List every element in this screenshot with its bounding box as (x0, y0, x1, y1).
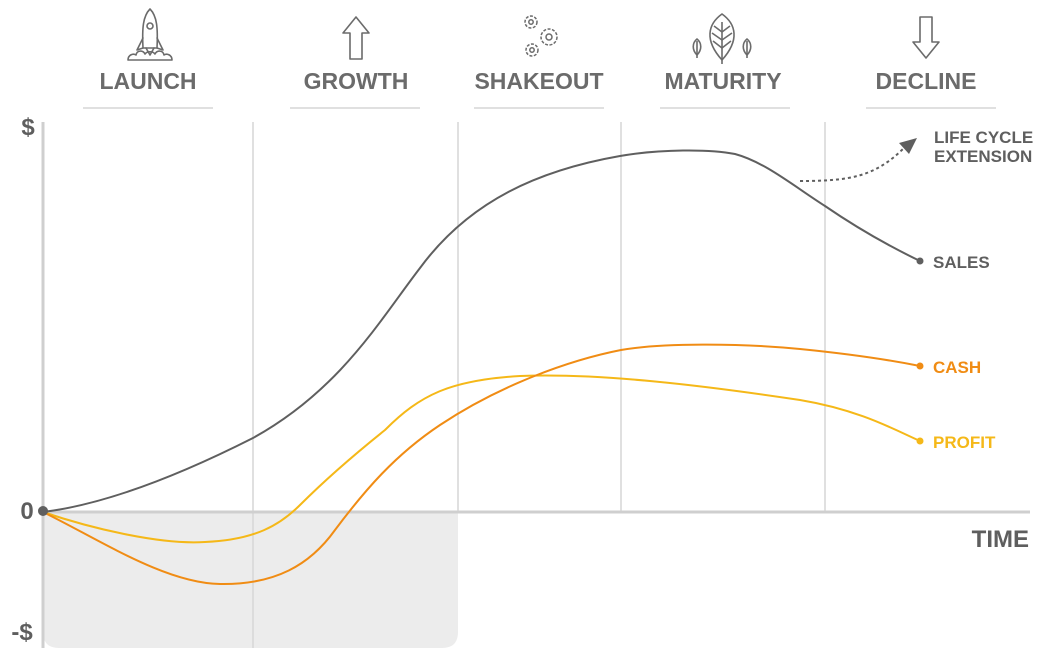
y-axis-top-label: $ (21, 114, 35, 141)
y-axis-zero-label: 0 (20, 498, 33, 525)
sales-end-point (916, 257, 924, 265)
cash-curve (42, 343, 921, 586)
arrow-down-icon (912, 16, 940, 59)
cash-end-point (916, 362, 924, 370)
stage-label-decline: DECLINE (876, 68, 977, 94)
rocket-icon (127, 8, 173, 61)
series-label-sales: SALES (933, 253, 990, 272)
annotation-line-1: LIFE CYCLE (934, 128, 1033, 147)
x-axis-label: TIME (972, 526, 1029, 553)
stage-label-shakeout: SHAKEOUT (474, 68, 603, 94)
stage-label-launch: LAUNCH (99, 68, 196, 94)
profit-curve (42, 374, 921, 544)
arrow-up-icon (342, 16, 370, 60)
extension-arrow-head (899, 138, 917, 154)
series-label-profit: PROFIT (933, 433, 996, 452)
profit-end-point (916, 437, 924, 445)
series-label-cash: CASH (933, 358, 981, 377)
sales-curve (42, 149, 921, 513)
annotation-line-2: EXTENSION (934, 147, 1032, 166)
stage-dividers (252, 122, 826, 648)
leaf-icon (692, 13, 752, 64)
stage-label-growth: GROWTH (304, 68, 409, 94)
stage-label-maturity: MATURITY (664, 68, 781, 94)
negative-region (43, 512, 458, 648)
extension-arrow-line (799, 146, 906, 182)
gears-icon (524, 15, 558, 57)
y-axis-bottom-label: -$ (11, 619, 33, 646)
origin-point (38, 506, 48, 516)
